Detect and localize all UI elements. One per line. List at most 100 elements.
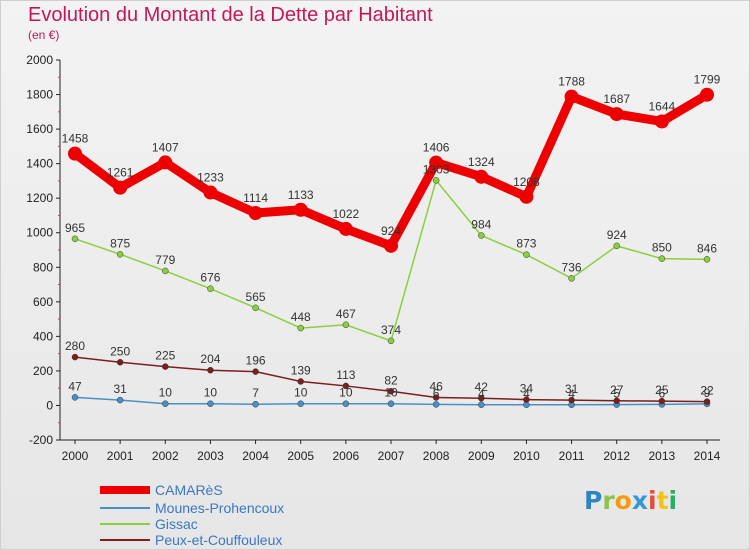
data-label-camares: 1406 — [423, 141, 450, 155]
data-label-peux-et-couffouleux: 280 — [65, 339, 85, 353]
logo-letter: x — [631, 486, 648, 515]
data-point-peux-et-couffouleux — [297, 378, 304, 385]
data-label-gissac: 1303 — [423, 162, 450, 176]
data-label-gissac: 850 — [652, 241, 672, 255]
data-label-gissac: 924 — [607, 228, 627, 242]
data-point-gissac — [297, 324, 304, 332]
data-point-mounes-prohencoux — [297, 400, 304, 407]
logo-letter: i — [648, 486, 657, 515]
data-point-mounes-prohencoux — [252, 400, 259, 408]
data-label-mounes-prohencoux: 31 — [113, 382, 127, 396]
data-point-peux-et-couffouleux — [703, 398, 711, 405]
y-tick-label: 1400 — [26, 157, 53, 171]
data-label-gissac: 676 — [200, 271, 220, 285]
data-label-gissac: 374 — [381, 323, 401, 337]
data-label-mounes-prohencoux: 10 — [204, 386, 218, 400]
x-tick-label: 2010 — [513, 449, 540, 463]
x-tick-label: 2005 — [287, 449, 314, 463]
y-tick-label: 1200 — [26, 191, 53, 205]
data-label-gissac: 846 — [697, 241, 717, 255]
data-label-camares: 1114 — [243, 191, 268, 205]
logo-letter: i — [668, 486, 678, 515]
y-tick-label: 800 — [33, 260, 53, 274]
data-label-gissac: 467 — [336, 307, 356, 321]
x-tick-label: 2014 — [694, 449, 721, 463]
data-point-gissac — [116, 251, 124, 258]
data-label-mounes-prohencoux: 7 — [252, 386, 259, 400]
data-point-peux-et-couffouleux — [387, 388, 395, 395]
data-label-gissac: 984 — [471, 217, 491, 231]
data-label-mounes-prohencoux: 6 — [433, 386, 440, 400]
data-point-camares — [68, 146, 82, 161]
data-point-camares — [384, 238, 398, 253]
data-point-peux-et-couffouleux — [478, 394, 485, 402]
legend-swatch-peux-et-couffouleux — [100, 539, 150, 541]
data-point-gissac — [71, 235, 79, 243]
logo-letter: r — [602, 486, 615, 515]
data-label-camares: 1208 — [513, 175, 540, 189]
data-point-camares — [248, 206, 263, 221]
x-tick-label: 2011 — [559, 449, 585, 463]
data-label-mounes-prohencoux: 10 — [294, 386, 308, 400]
data-label-gissac: 965 — [65, 221, 85, 235]
data-label-camares: 1687 — [603, 92, 630, 106]
data-label-gissac: 736 — [562, 260, 582, 274]
data-label-peux-et-couffouleux: 25 — [655, 383, 669, 397]
data-point-gissac — [703, 256, 711, 263]
logo-letter: t — [656, 486, 669, 515]
data-label-camares: 1133 — [288, 188, 314, 202]
x-tick-label: 2000 — [62, 449, 89, 463]
data-point-mounes-prohencoux — [342, 400, 350, 407]
data-label-gissac: 565 — [246, 290, 266, 304]
data-point-camares — [474, 169, 489, 184]
data-label-peux-et-couffouleux: 196 — [246, 354, 266, 368]
x-tick-label: 2008 — [423, 449, 450, 463]
data-label-peux-et-couffouleux: 250 — [110, 344, 130, 358]
y-tick-label: 400 — [33, 329, 53, 343]
data-label-mounes-prohencoux: 10 — [159, 386, 173, 400]
x-tick-label: 2004 — [242, 449, 269, 463]
proxiti-logo: Proxiti — [584, 486, 677, 515]
legend-label-peux-et-couffouleux: Peux-et-Couffouleux — [155, 532, 283, 548]
data-point-mounes-prohencoux — [478, 401, 485, 409]
legend-label-camares: CAMARèS — [155, 482, 223, 498]
legend-swatch-mounes-prohencoux — [100, 507, 150, 509]
y-tick-label: 0 — [46, 398, 53, 412]
data-point-gissac — [387, 337, 395, 345]
y-tick-label: 1000 — [26, 226, 53, 240]
data-point-gissac — [252, 304, 259, 312]
x-tick-label: 2003 — [197, 449, 224, 463]
data-label-camares: 924 — [381, 224, 401, 238]
data-point-gissac — [432, 177, 440, 184]
data-point-peux-et-couffouleux — [71, 353, 79, 361]
data-point-mounes-prohencoux — [116, 396, 124, 404]
data-label-peux-et-couffouleux: 34 — [520, 382, 534, 396]
x-tick-label: 2001 — [107, 449, 134, 463]
y-tick-label: -200 — [29, 433, 53, 447]
chart-subtitle: (en €) — [28, 28, 60, 42]
data-label-mounes-prohencoux: 9 — [704, 386, 711, 400]
data-point-peux-et-couffouleux — [523, 396, 530, 403]
logo-letter: o — [614, 486, 632, 515]
data-point-gissac — [568, 275, 575, 282]
legend-label-mounes-prohencoux: Mounes-Prohencoux — [155, 500, 285, 516]
x-tick-label: 2002 — [152, 449, 179, 463]
data-point-gissac — [658, 255, 666, 262]
x-tick-label: 2012 — [603, 449, 630, 463]
data-point-gissac — [613, 242, 620, 250]
data-point-gissac — [478, 232, 485, 239]
chart-title: Evolution du Montant de la Dette par Hab… — [28, 4, 433, 26]
data-point-gissac — [162, 267, 169, 275]
data-label-peux-et-couffouleux: 204 — [200, 352, 220, 366]
data-label-gissac: 779 — [155, 253, 175, 267]
data-point-camares — [113, 180, 128, 195]
data-label-gissac: 873 — [516, 237, 536, 251]
data-label-mounes-prohencoux: 10 — [384, 386, 398, 400]
data-point-mounes-prohencoux — [162, 400, 169, 407]
data-point-gissac — [523, 251, 530, 258]
data-label-peux-et-couffouleux: 22 — [700, 384, 714, 398]
data-point-camares — [158, 155, 173, 170]
y-tick-label: 600 — [33, 295, 53, 309]
